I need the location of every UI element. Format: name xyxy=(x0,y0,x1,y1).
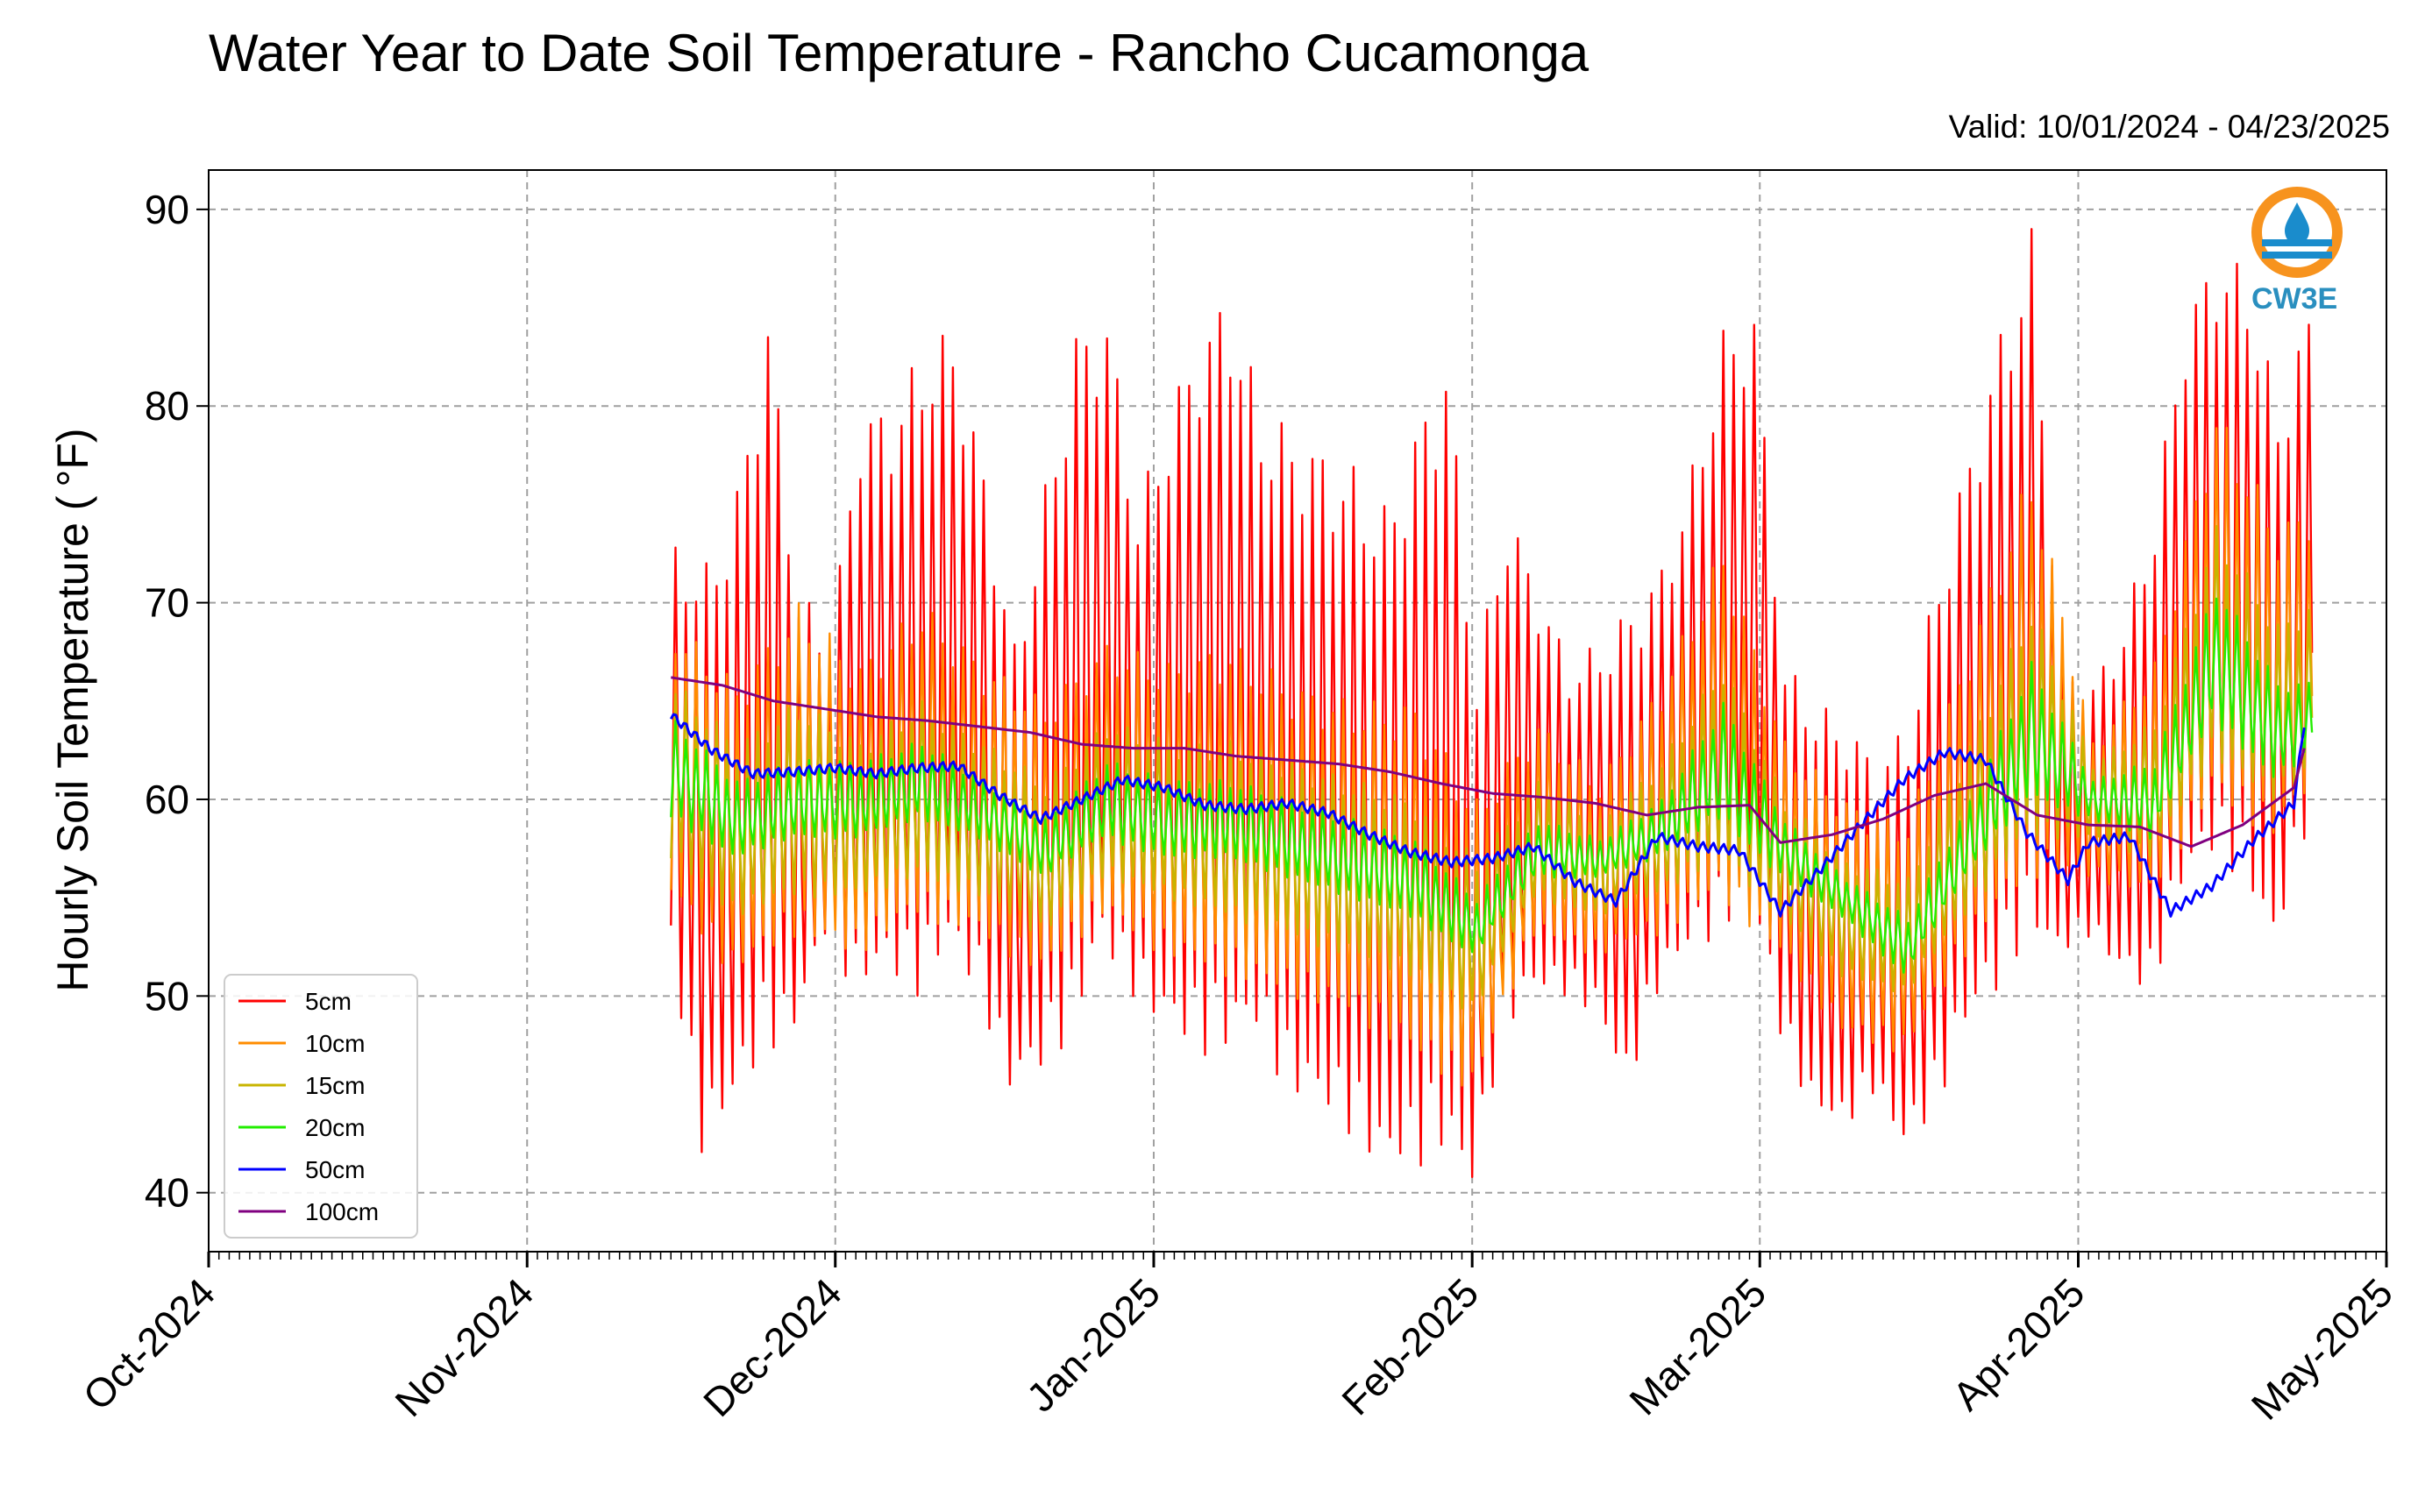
series-line-20cm xyxy=(670,597,2314,974)
cw3e-logo xyxy=(2251,187,2343,278)
legend-box xyxy=(224,974,418,1239)
y-axis-label: Hourly Soil Temperature ( °F) xyxy=(48,428,97,991)
legend-label-10cm: 10cm xyxy=(305,1030,365,1057)
legend-label-20cm: 20cm xyxy=(305,1114,365,1141)
logo-text: CW3E xyxy=(2251,282,2338,316)
y-tick-label: 80 xyxy=(145,383,189,429)
chart-subtitle: Valid: 10/01/2024 - 04/23/2025 xyxy=(1948,109,2390,145)
series-line-15cm xyxy=(670,525,2314,1010)
y-tick-label: 40 xyxy=(145,1170,189,1216)
series-line-100cm xyxy=(671,676,2306,848)
logo-wave-2-icon xyxy=(2262,252,2332,259)
legend-label-50cm: 50cm xyxy=(305,1156,365,1183)
y-tick-label: 70 xyxy=(145,580,189,626)
y-tick-label: 50 xyxy=(145,973,189,1019)
legend-label-100cm: 100cm xyxy=(305,1198,379,1225)
y-tick-label: 60 xyxy=(145,777,189,822)
chart-title: Water Year to Date Soil Temperature - Ra… xyxy=(209,24,1589,82)
y-tick-label: 90 xyxy=(145,187,189,232)
series-group xyxy=(669,228,2314,1178)
legend-label-15cm: 15cm xyxy=(305,1072,365,1099)
logo-droplet-icon xyxy=(2285,202,2309,245)
legend: 5cm 10cm 15cm 20cm 50cm 100cm xyxy=(224,974,418,1239)
series-line-50cm xyxy=(669,713,2306,918)
legend-label-5cm: 5cm xyxy=(305,988,352,1015)
